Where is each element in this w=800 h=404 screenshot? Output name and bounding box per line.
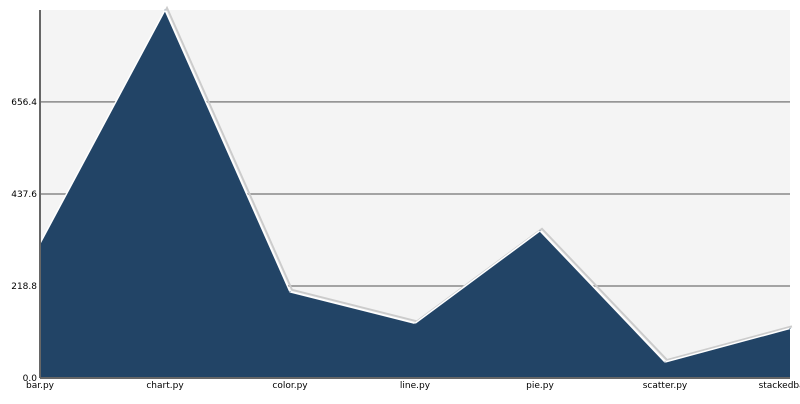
data-point-stackedbar.py — [789, 327, 791, 329]
y-tick-label: 0.0 — [23, 374, 38, 384]
x-tick-label: chart.py — [146, 381, 184, 391]
x-tick-label: color.py — [272, 381, 308, 391]
area-series — [39, 5, 793, 378]
y-tick-labels: 0.0 218.8 437.6 656.4 — [11, 98, 37, 384]
x-tick-label: scatter.py — [643, 381, 688, 391]
x-tick-labels: bar.py chart.py color.py line.py pie.py scatt… — [26, 381, 800, 391]
x-tick-label: bar.py — [26, 381, 55, 391]
x-tick-label: pie.py — [526, 381, 554, 391]
y-tick-label: 218.8 — [11, 282, 37, 292]
data-point-pie.py — [539, 230, 541, 232]
x-tick-label: stackedbar.py — [759, 381, 800, 391]
data-point-chart.py — [164, 9, 166, 11]
data-point-scatter.py — [664, 361, 666, 363]
y-tick-label: 656.4 — [11, 98, 37, 108]
data-point-line.py — [414, 322, 416, 324]
x-tick-label: line.py — [400, 381, 431, 391]
data-point-color.py — [289, 291, 291, 293]
area-fill — [40, 10, 790, 378]
y-tick-label: 437.6 — [11, 190, 37, 200]
axes — [39, 10, 790, 379]
